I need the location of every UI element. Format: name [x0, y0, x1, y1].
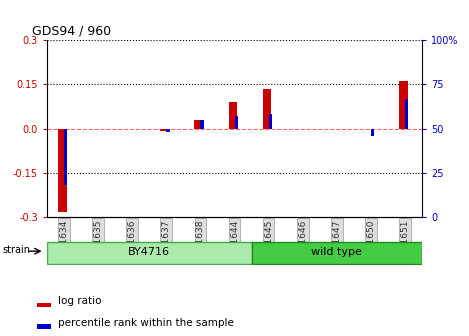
- Text: strain: strain: [2, 245, 30, 255]
- Bar: [37, 303, 52, 307]
- Bar: [269, 114, 272, 128]
- Bar: [200, 120, 204, 128]
- Bar: [64, 128, 68, 185]
- Bar: [263, 89, 271, 128]
- Bar: [195, 120, 203, 128]
- Bar: [228, 102, 237, 128]
- Bar: [399, 82, 408, 128]
- Bar: [371, 128, 374, 135]
- Bar: [160, 128, 169, 131]
- Text: percentile rank within the sample: percentile rank within the sample: [58, 318, 234, 328]
- Text: wild type: wild type: [311, 247, 362, 257]
- Bar: [37, 325, 52, 329]
- Bar: [234, 116, 238, 128]
- Bar: [58, 128, 67, 212]
- Text: log ratio: log ratio: [58, 296, 101, 306]
- Bar: [405, 98, 408, 128]
- Bar: [166, 128, 170, 132]
- Text: GDS94 / 960: GDS94 / 960: [32, 25, 111, 38]
- Bar: [251, 242, 422, 264]
- Text: BY4716: BY4716: [128, 247, 170, 257]
- Bar: [47, 242, 251, 264]
